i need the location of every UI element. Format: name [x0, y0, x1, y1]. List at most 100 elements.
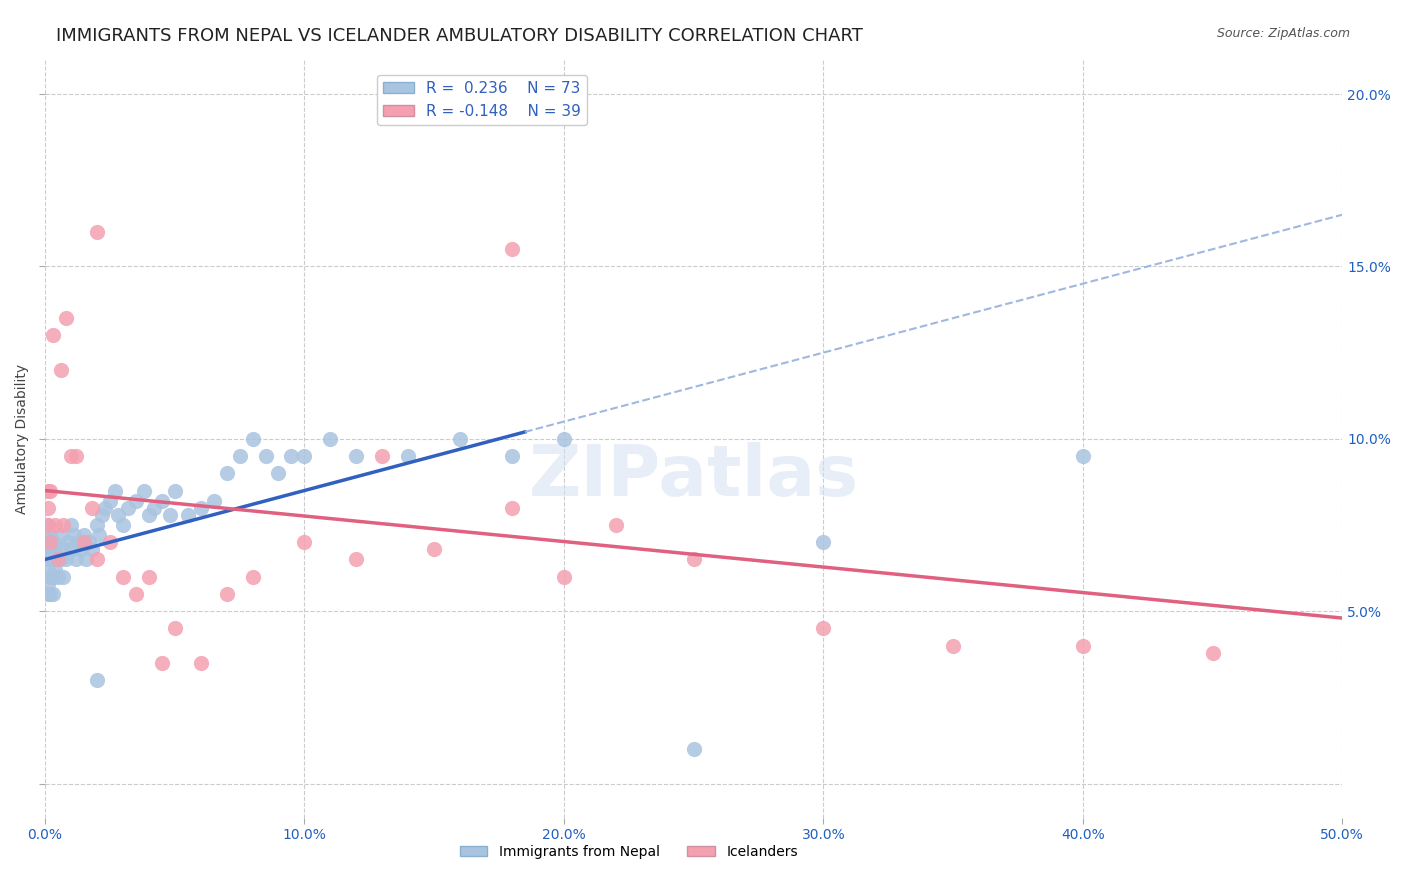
- Immigrants from Nepal: [39, 570, 62, 584]
- Icelanders: [59, 449, 82, 463]
- Icelanders: [138, 570, 160, 584]
- Immigrants from Nepal: [44, 563, 66, 577]
- Immigrants from Nepal: [396, 449, 419, 463]
- Icelanders: [344, 552, 367, 566]
- Icelanders: [86, 225, 108, 239]
- Immigrants from Nepal: [65, 552, 87, 566]
- Immigrants from Nepal: [67, 535, 90, 549]
- Immigrants from Nepal: [449, 432, 471, 446]
- Immigrants from Nepal: [344, 449, 367, 463]
- Immigrants from Nepal: [228, 449, 250, 463]
- Icelanders: [125, 587, 148, 601]
- Immigrants from Nepal: [813, 535, 835, 549]
- Immigrants from Nepal: [37, 518, 59, 533]
- Immigrants from Nepal: [86, 518, 108, 533]
- Icelanders: [163, 622, 186, 636]
- Immigrants from Nepal: [190, 500, 212, 515]
- Immigrants from Nepal: [42, 535, 65, 549]
- Icelanders: [73, 535, 96, 549]
- Immigrants from Nepal: [44, 542, 66, 557]
- Icelanders: [98, 535, 121, 549]
- Icelanders: [215, 587, 238, 601]
- Immigrants from Nepal: [80, 542, 103, 557]
- Icelanders: [190, 656, 212, 670]
- Immigrants from Nepal: [242, 432, 264, 446]
- Icelanders: [682, 552, 704, 566]
- Immigrants from Nepal: [46, 570, 69, 584]
- Text: IMMIGRANTS FROM NEPAL VS ICELANDER AMBULATORY DISABILITY CORRELATION CHART: IMMIGRANTS FROM NEPAL VS ICELANDER AMBUL…: [56, 27, 863, 45]
- Immigrants from Nepal: [59, 542, 82, 557]
- Immigrants from Nepal: [37, 552, 59, 566]
- Immigrants from Nepal: [138, 508, 160, 522]
- Icelanders: [942, 639, 965, 653]
- Immigrants from Nepal: [150, 494, 173, 508]
- Y-axis label: Ambulatory Disability: Ambulatory Disability: [15, 364, 30, 514]
- Immigrants from Nepal: [37, 535, 59, 549]
- Icelanders: [501, 500, 523, 515]
- Immigrants from Nepal: [49, 528, 72, 542]
- Icelanders: [44, 518, 66, 533]
- Immigrants from Nepal: [267, 467, 290, 481]
- Icelanders: [37, 518, 59, 533]
- Icelanders: [80, 500, 103, 515]
- Immigrants from Nepal: [142, 500, 165, 515]
- Immigrants from Nepal: [91, 508, 114, 522]
- Icelanders: [150, 656, 173, 670]
- Immigrants from Nepal: [553, 432, 575, 446]
- Immigrants from Nepal: [55, 552, 77, 566]
- Immigrants from Nepal: [501, 449, 523, 463]
- Immigrants from Nepal: [49, 552, 72, 566]
- Icelanders: [294, 535, 316, 549]
- Icelanders: [37, 500, 59, 515]
- Icelanders: [39, 535, 62, 549]
- Immigrants from Nepal: [37, 563, 59, 577]
- Immigrants from Nepal: [682, 742, 704, 756]
- Immigrants from Nepal: [1071, 449, 1094, 463]
- Immigrants from Nepal: [42, 552, 65, 566]
- Immigrants from Nepal: [202, 494, 225, 508]
- Icelanders: [46, 552, 69, 566]
- Immigrants from Nepal: [163, 483, 186, 498]
- Icelanders: [65, 449, 87, 463]
- Immigrants from Nepal: [215, 467, 238, 481]
- Immigrants from Nepal: [77, 535, 100, 549]
- Icelanders: [371, 449, 394, 463]
- Immigrants from Nepal: [319, 432, 342, 446]
- Immigrants from Nepal: [39, 552, 62, 566]
- Icelanders: [553, 570, 575, 584]
- Icelanders: [813, 622, 835, 636]
- Immigrants from Nepal: [93, 500, 115, 515]
- Immigrants from Nepal: [46, 552, 69, 566]
- Icelanders: [605, 518, 627, 533]
- Icelanders: [86, 552, 108, 566]
- Immigrants from Nepal: [104, 483, 127, 498]
- Immigrants from Nepal: [254, 449, 277, 463]
- Text: ZIPatlas: ZIPatlas: [529, 442, 859, 511]
- Immigrants from Nepal: [39, 542, 62, 557]
- Icelanders: [39, 483, 62, 498]
- Immigrants from Nepal: [280, 449, 302, 463]
- Immigrants from Nepal: [52, 570, 75, 584]
- Immigrants from Nepal: [58, 535, 80, 549]
- Immigrants from Nepal: [37, 524, 59, 539]
- Immigrants from Nepal: [39, 528, 62, 542]
- Immigrants from Nepal: [70, 542, 93, 557]
- Icelanders: [242, 570, 264, 584]
- Icelanders: [1071, 639, 1094, 653]
- Immigrants from Nepal: [132, 483, 155, 498]
- Icelanders: [52, 518, 75, 533]
- Icelanders: [37, 483, 59, 498]
- Immigrants from Nepal: [59, 518, 82, 533]
- Immigrants from Nepal: [42, 587, 65, 601]
- Immigrants from Nepal: [107, 508, 129, 522]
- Immigrants from Nepal: [37, 587, 59, 601]
- Icelanders: [49, 363, 72, 377]
- Icelanders: [501, 242, 523, 256]
- Text: Source: ZipAtlas.com: Source: ZipAtlas.com: [1216, 27, 1350, 40]
- Immigrants from Nepal: [37, 576, 59, 591]
- Icelanders: [423, 542, 446, 557]
- Immigrants from Nepal: [86, 673, 108, 687]
- Icelanders: [42, 328, 65, 343]
- Legend: Immigrants from Nepal, Icelanders: Immigrants from Nepal, Icelanders: [454, 839, 803, 864]
- Immigrants from Nepal: [125, 494, 148, 508]
